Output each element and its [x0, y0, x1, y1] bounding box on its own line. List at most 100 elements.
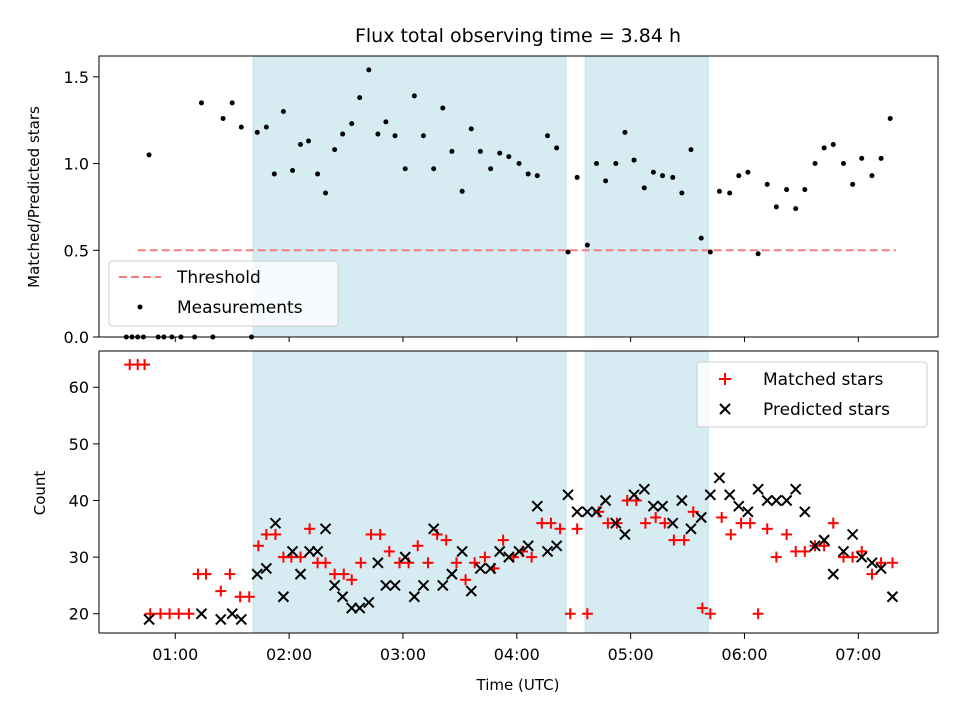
measurement-point: [488, 166, 494, 172]
predicted-star-marker: [417, 579, 430, 592]
predicted-star-marker: [628, 489, 640, 501]
predicted-star-marker: [311, 545, 324, 558]
measurement-point: [679, 190, 685, 196]
measurement-point: [841, 161, 847, 167]
predicted-star-marker: [695, 511, 707, 524]
predicted-star-marker: [380, 579, 392, 592]
measurement-point: [449, 148, 455, 154]
matched-star-marker: [338, 568, 350, 580]
top-plot-series: [123, 67, 896, 340]
measurement-point: [238, 124, 244, 130]
x-tick-label: 03:00: [380, 645, 426, 664]
measurement-point: [392, 133, 398, 139]
measurement-point: [613, 161, 619, 167]
predicted-star-marker: [656, 500, 669, 512]
x-tick-label: 01:00: [152, 645, 198, 664]
top-plot-frame: [98, 55, 939, 338]
measurement-point: [784, 187, 790, 193]
predicted-star-marker: [465, 585, 477, 597]
measurements-legend-label: Measurements: [177, 298, 303, 318]
bottom-plot-series: [124, 359, 899, 626]
predicted-star-marker: [761, 494, 773, 507]
measurement-point: [349, 121, 355, 127]
predicted-star-marker: [437, 579, 449, 592]
predicted-star-marker: [827, 568, 839, 580]
predicted-star-marker: [837, 545, 850, 558]
measurement-point: [727, 190, 733, 196]
predicted-star-marker: [319, 523, 332, 535]
matched-star-marker: [173, 608, 185, 620]
predicted-star-marker: [235, 613, 248, 626]
matched-star-marker: [479, 551, 491, 563]
predicted-star-marker: [846, 528, 859, 541]
predicted-star-marker: [752, 483, 764, 495]
top-y-tick-label: 0.5: [64, 241, 89, 260]
predicted-star-marker: [522, 540, 534, 552]
measurement-point: [802, 187, 808, 193]
matched-star-marker: [696, 602, 708, 614]
matched-legend-label: Matched stars: [763, 370, 883, 390]
x-tick-label: 04:00: [494, 645, 540, 664]
measurement-point: [440, 105, 446, 111]
predicted-star-marker: [733, 500, 745, 512]
matched-star-marker: [183, 608, 195, 620]
measurement-point: [850, 181, 856, 187]
predicted-star-marker: [531, 500, 543, 512]
measurement-point: [263, 124, 269, 130]
bottom-legend-box: [696, 361, 928, 428]
matched-star-marker: [215, 585, 227, 597]
measurement-point: [271, 171, 277, 177]
predicted-star-marker: [195, 608, 208, 620]
matched-star-marker: [716, 511, 728, 523]
measurement-point: [707, 249, 713, 255]
predicted-star-marker: [541, 545, 554, 558]
measurement-point: [755, 251, 761, 257]
measurement-point: [254, 129, 260, 135]
predicted-star-marker: [269, 517, 282, 529]
bottom-y-tick-label: 50: [69, 435, 89, 454]
measurement-point: [793, 206, 799, 212]
matched-star-marker: [744, 517, 756, 529]
predicted-star-marker: [215, 613, 227, 626]
predicted-star-marker: [647, 500, 660, 512]
measurement-point: [383, 119, 389, 125]
predicted-star-marker: [590, 506, 603, 518]
predicted-star-marker: [277, 591, 290, 603]
predicted-legend-swatch: [719, 403, 731, 415]
measurement-point: [459, 188, 465, 194]
predicted-star-marker: [399, 551, 411, 563]
predicted-star-marker: [328, 579, 341, 592]
matched-star-marker: [412, 540, 424, 552]
measurement-point: [698, 235, 704, 241]
predicted-star-marker: [503, 551, 515, 563]
top-legend: Threshold Measurements: [108, 260, 339, 327]
measurement-point: [340, 131, 346, 137]
matched-star-marker: [847, 551, 859, 563]
measurement-point: [830, 141, 836, 147]
predicted-star-marker: [685, 523, 697, 535]
matched-star-marker: [827, 517, 839, 529]
measurement-point: [859, 155, 865, 161]
matched-star-marker: [460, 574, 472, 586]
measurement-point: [878, 155, 884, 161]
measurement-point: [305, 138, 311, 144]
measurement-point: [198, 100, 204, 106]
measurement-point: [497, 150, 503, 156]
measurement-point: [315, 171, 321, 177]
predicted-star-marker: [474, 562, 487, 575]
x-axis-label: Time (UTC): [476, 676, 560, 694]
top-legend-box: [108, 260, 339, 327]
measurement-point: [366, 67, 372, 73]
matched-star-marker: [752, 608, 764, 620]
predicted-star-marker: [286, 545, 299, 558]
matched-star-marker: [200, 568, 212, 580]
matched-star-marker: [678, 534, 690, 546]
matched-legend-swatch: [719, 373, 731, 385]
top-y-axis: 0.0 0.5 1.0 1.5: [64, 68, 99, 347]
measurement-point: [670, 174, 676, 180]
predicted-star-marker: [456, 545, 468, 558]
predicted-star-marker: [513, 545, 525, 558]
matched-star-marker: [856, 545, 868, 557]
